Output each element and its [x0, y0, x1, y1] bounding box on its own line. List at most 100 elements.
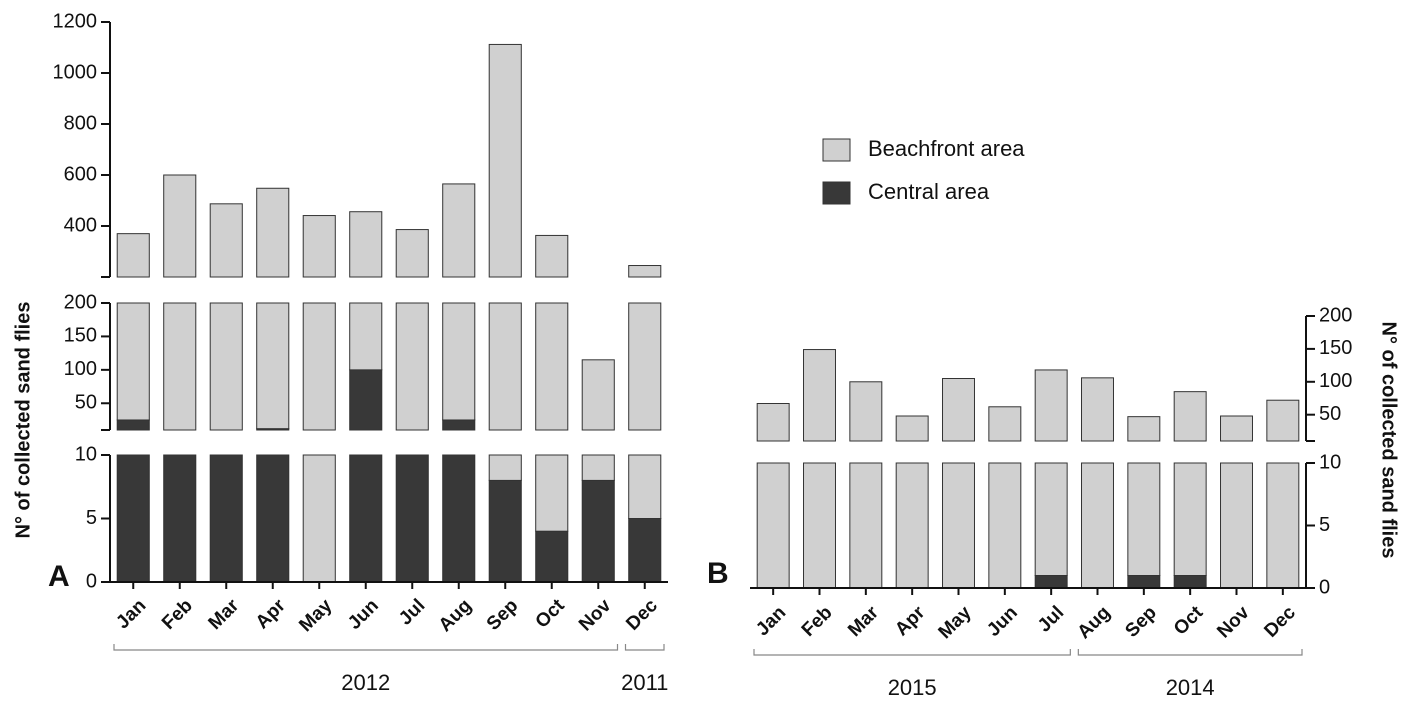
- bar-segment: [1034, 575, 1068, 589]
- bar-segment: [1173, 575, 1207, 589]
- bar-segment: [302, 454, 336, 583]
- legend-swatch: [822, 181, 851, 205]
- bar-segment: [1220, 415, 1253, 442]
- y-tick-label: 150: [64, 325, 97, 347]
- bar-segment: [256, 454, 290, 583]
- y-tick-label: 1000: [53, 61, 98, 83]
- group-label: 2011: [621, 670, 668, 695]
- x-tick-label: Mar: [205, 595, 244, 634]
- bar-segment: [535, 454, 569, 532]
- x-tick-label: Feb: [158, 595, 197, 634]
- bar-segment: [116, 302, 150, 421]
- bar-segment: [756, 462, 790, 589]
- y-tick-label: 10: [1319, 451, 1341, 473]
- bar-segment: [628, 302, 662, 431]
- bar-segment: [488, 454, 522, 481]
- bar-segment: [942, 378, 975, 442]
- panel-label: A: [48, 560, 70, 593]
- bar-segment: [163, 302, 197, 431]
- bar-segment: [535, 530, 569, 583]
- x-tick-label: Jul: [395, 595, 429, 629]
- x-tick-label: Oct: [1170, 602, 1208, 640]
- bar-segment: [1220, 462, 1253, 589]
- group-label: 2012: [341, 670, 390, 695]
- y-tick-label: 0: [86, 570, 97, 592]
- x-tick-label: Nov: [1213, 602, 1254, 643]
- group-label: 2014: [1166, 675, 1215, 700]
- x-tick-label: May: [295, 595, 336, 636]
- bar-segment: [442, 454, 476, 583]
- bar-segment: [395, 454, 429, 583]
- x-tick-label: Apr: [891, 602, 929, 640]
- y-tick-label: 5: [1319, 514, 1330, 536]
- bar-segment: [1081, 377, 1114, 442]
- bar-segment: [349, 211, 383, 278]
- bar-segment: [988, 406, 1022, 442]
- bar-segment: [209, 454, 243, 583]
- x-tick-label: Mar: [844, 602, 883, 641]
- bar-segment: [163, 174, 197, 278]
- y-tick-label: 1200: [53, 10, 98, 32]
- bar-segment: [349, 302, 383, 371]
- bar-segment: [1266, 399, 1300, 442]
- bar-segment: [1034, 462, 1068, 576]
- bar-segment: [488, 302, 522, 431]
- bar-segment: [803, 349, 836, 442]
- x-tick-label: Aug: [435, 595, 476, 636]
- bar-segment: [1127, 575, 1161, 589]
- bar-segment: [628, 518, 662, 583]
- y-tick-label: 0: [1319, 576, 1330, 598]
- bar-segment: [209, 302, 243, 431]
- bar-segment: [535, 234, 569, 278]
- bar-segment: [895, 415, 929, 442]
- bar-segment: [895, 462, 929, 589]
- legend-swatch: [822, 138, 851, 162]
- x-tick-label: Oct: [532, 595, 570, 633]
- bar-segment: [256, 187, 290, 278]
- y-tick-label: 600: [64, 163, 97, 185]
- x-tick-label: Jun: [983, 602, 1022, 641]
- y-tick-label: 10: [75, 443, 97, 465]
- bar-segment: [395, 229, 429, 278]
- bar-segment: [209, 203, 243, 278]
- bar-segment: [163, 454, 197, 583]
- legend-label: Central area: [868, 179, 990, 204]
- y-tick-label: 150: [1319, 337, 1352, 359]
- y-tick-label: 50: [1319, 403, 1341, 425]
- bar-segment: [349, 369, 383, 431]
- y-tick-label: 400: [64, 214, 97, 236]
- bar-segment: [442, 302, 476, 421]
- bar-segment: [628, 454, 662, 519]
- y-tick-label: 5: [86, 507, 97, 529]
- bar-segment: [803, 462, 836, 589]
- y-tick-label: 100: [1319, 370, 1352, 392]
- bar-segment: [302, 302, 336, 431]
- bar-segment: [535, 302, 569, 431]
- bar-segment: [942, 462, 975, 589]
- group-bracket: [113, 644, 619, 651]
- bar-segment: [442, 419, 476, 431]
- y-tick-label: 800: [64, 112, 97, 134]
- bar-segment: [1034, 369, 1068, 442]
- x-tick-label: Dec: [622, 595, 662, 635]
- bar-segment: [628, 265, 662, 278]
- y-axis-label: N° of collected sand flies: [12, 302, 34, 539]
- y-tick-label: 50: [75, 392, 97, 414]
- bar-segment: [116, 419, 150, 431]
- bar-segment: [302, 215, 336, 278]
- bar-segment: [988, 462, 1022, 589]
- bar-segment: [581, 359, 615, 431]
- x-tick-label: Apr: [252, 595, 290, 633]
- bar-segment: [1266, 462, 1300, 589]
- x-tick-label: Jan: [112, 595, 150, 633]
- x-tick-label: Jul: [1034, 602, 1068, 636]
- x-tick-label: Aug: [1074, 602, 1115, 643]
- y-tick-label: 200: [64, 291, 97, 313]
- bar-segment: [1173, 391, 1207, 442]
- x-tick-label: Sep: [483, 595, 522, 634]
- y-tick-label: 200: [1319, 304, 1352, 326]
- bar-segment: [849, 462, 883, 589]
- bar-segment: [395, 302, 429, 431]
- y-axis-label: N° of collected sand flies: [1378, 322, 1400, 559]
- bar-segment: [488, 43, 522, 278]
